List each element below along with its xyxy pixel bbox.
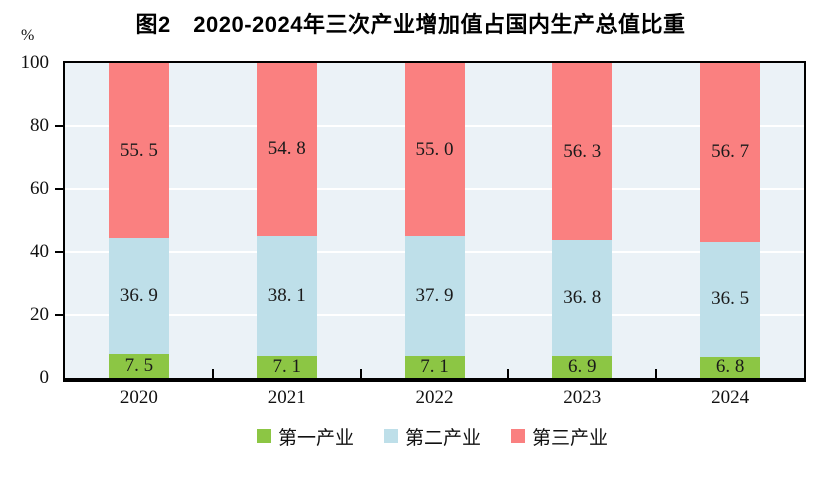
legend-swatch-icon: [511, 429, 525, 443]
bar-segment-series3-2023: 56. 3: [552, 63, 613, 241]
x-axis-category-label: 2023: [563, 387, 602, 408]
bar-segment-series1-2022: 7. 1: [404, 355, 465, 378]
y-axis-tick-label: 80: [30, 115, 49, 136]
bar-segment-value-label: 56. 3: [563, 140, 602, 162]
chart-title: 图2 2020-2024年三次产业增加值占国内生产总值比重: [135, 12, 686, 37]
legend-item-label: 第三产业: [532, 427, 609, 449]
bar-segment-series3-2022: 55. 0: [404, 63, 465, 237]
bar-segment-value-label: 7. 5: [124, 355, 154, 377]
y-axis-tick: [55, 125, 63, 127]
legend: 第一产业 第二产业 第三产业: [63, 423, 802, 450]
bar-segment-series2-2020: 36. 9: [108, 238, 169, 355]
y-axis-tick-label: 100: [20, 52, 50, 73]
y-axis-tick-label: 20: [30, 304, 49, 325]
bar-segment-series1-2023: 6. 9: [552, 356, 613, 378]
x-axis-category-label: 2021: [267, 387, 306, 408]
bar-segment-value-label: 38. 1: [267, 284, 306, 306]
bar-segment-series2-2021: 38. 1: [256, 235, 317, 356]
bar-segment-series1-2024: 6. 8: [700, 356, 761, 378]
legend-swatch-icon: [383, 429, 398, 443]
x-axis-tick: [211, 369, 214, 378]
bar-segment-series1-2021: 7. 1: [256, 355, 317, 378]
bar-segment-value-label: 37. 9: [415, 284, 454, 306]
legend-item-series1: 第一产业: [256, 423, 354, 450]
y-axis-tick: [55, 314, 63, 316]
bar-segment-series2-2022: 37. 9: [404, 236, 465, 356]
bar-segment-series3-2024: 56. 7: [700, 63, 761, 242]
y-axis-tick: [55, 251, 63, 253]
y-axis-tick-label: 60: [30, 178, 49, 199]
legend-swatch-icon: [256, 429, 271, 443]
bar-segment-series3-2020: 55. 5: [108, 63, 169, 239]
y-axis-tick-label: 0: [39, 367, 50, 388]
legend-item-series3: 第三产业: [511, 423, 608, 450]
x-axis-category-label: 2022: [415, 387, 454, 408]
y-axis-unit-label: %: [21, 27, 35, 44]
legend-item-label: 第一产业: [277, 427, 354, 449]
legend-item-series2: 第二产业: [383, 423, 481, 450]
y-axis-tick: [55, 188, 63, 190]
bar-segment-series1-2020: 7. 5: [108, 354, 169, 378]
x-axis-tick: [655, 369, 658, 378]
x-axis-category-label: 2024: [711, 387, 750, 408]
x-axis-tick: [507, 369, 510, 378]
bar-segment-value-label: 36. 8: [563, 287, 602, 309]
bar-segment-value-label: 55. 5: [119, 139, 158, 161]
x-axis-tick: [359, 369, 362, 378]
bar-segment-series2-2024: 36. 5: [700, 241, 761, 357]
bar-segment-value-label: 6. 9: [568, 356, 597, 378]
y-axis-tick-label: 40: [30, 241, 49, 262]
bar-segment-value-label: 56. 7: [711, 141, 750, 163]
bar-segment-value-label: 54. 8: [267, 138, 306, 160]
bar-segment-value-label: 55. 0: [415, 138, 454, 160]
x-axis-category-label: 2020: [119, 387, 158, 408]
bar-segment-value-label: 36. 5: [711, 288, 750, 310]
plot-area: 7. 5 36. 9 55. 5 7. 1 38. 1 54. 8 7. 1 37. 9 55.…: [63, 61, 806, 382]
bar-segment-series2-2023: 36. 8: [552, 240, 613, 357]
bar-segment-value-label: 7. 1: [272, 355, 301, 377]
bar-segment-series3-2021: 54. 8: [256, 63, 317, 236]
bar-segment-value-label: 7. 1: [420, 355, 449, 377]
bar-segment-value-label: 6. 8: [715, 356, 745, 378]
bar-segment-value-label: 36. 9: [119, 285, 158, 307]
legend-item-label: 第二产业: [404, 427, 481, 449]
